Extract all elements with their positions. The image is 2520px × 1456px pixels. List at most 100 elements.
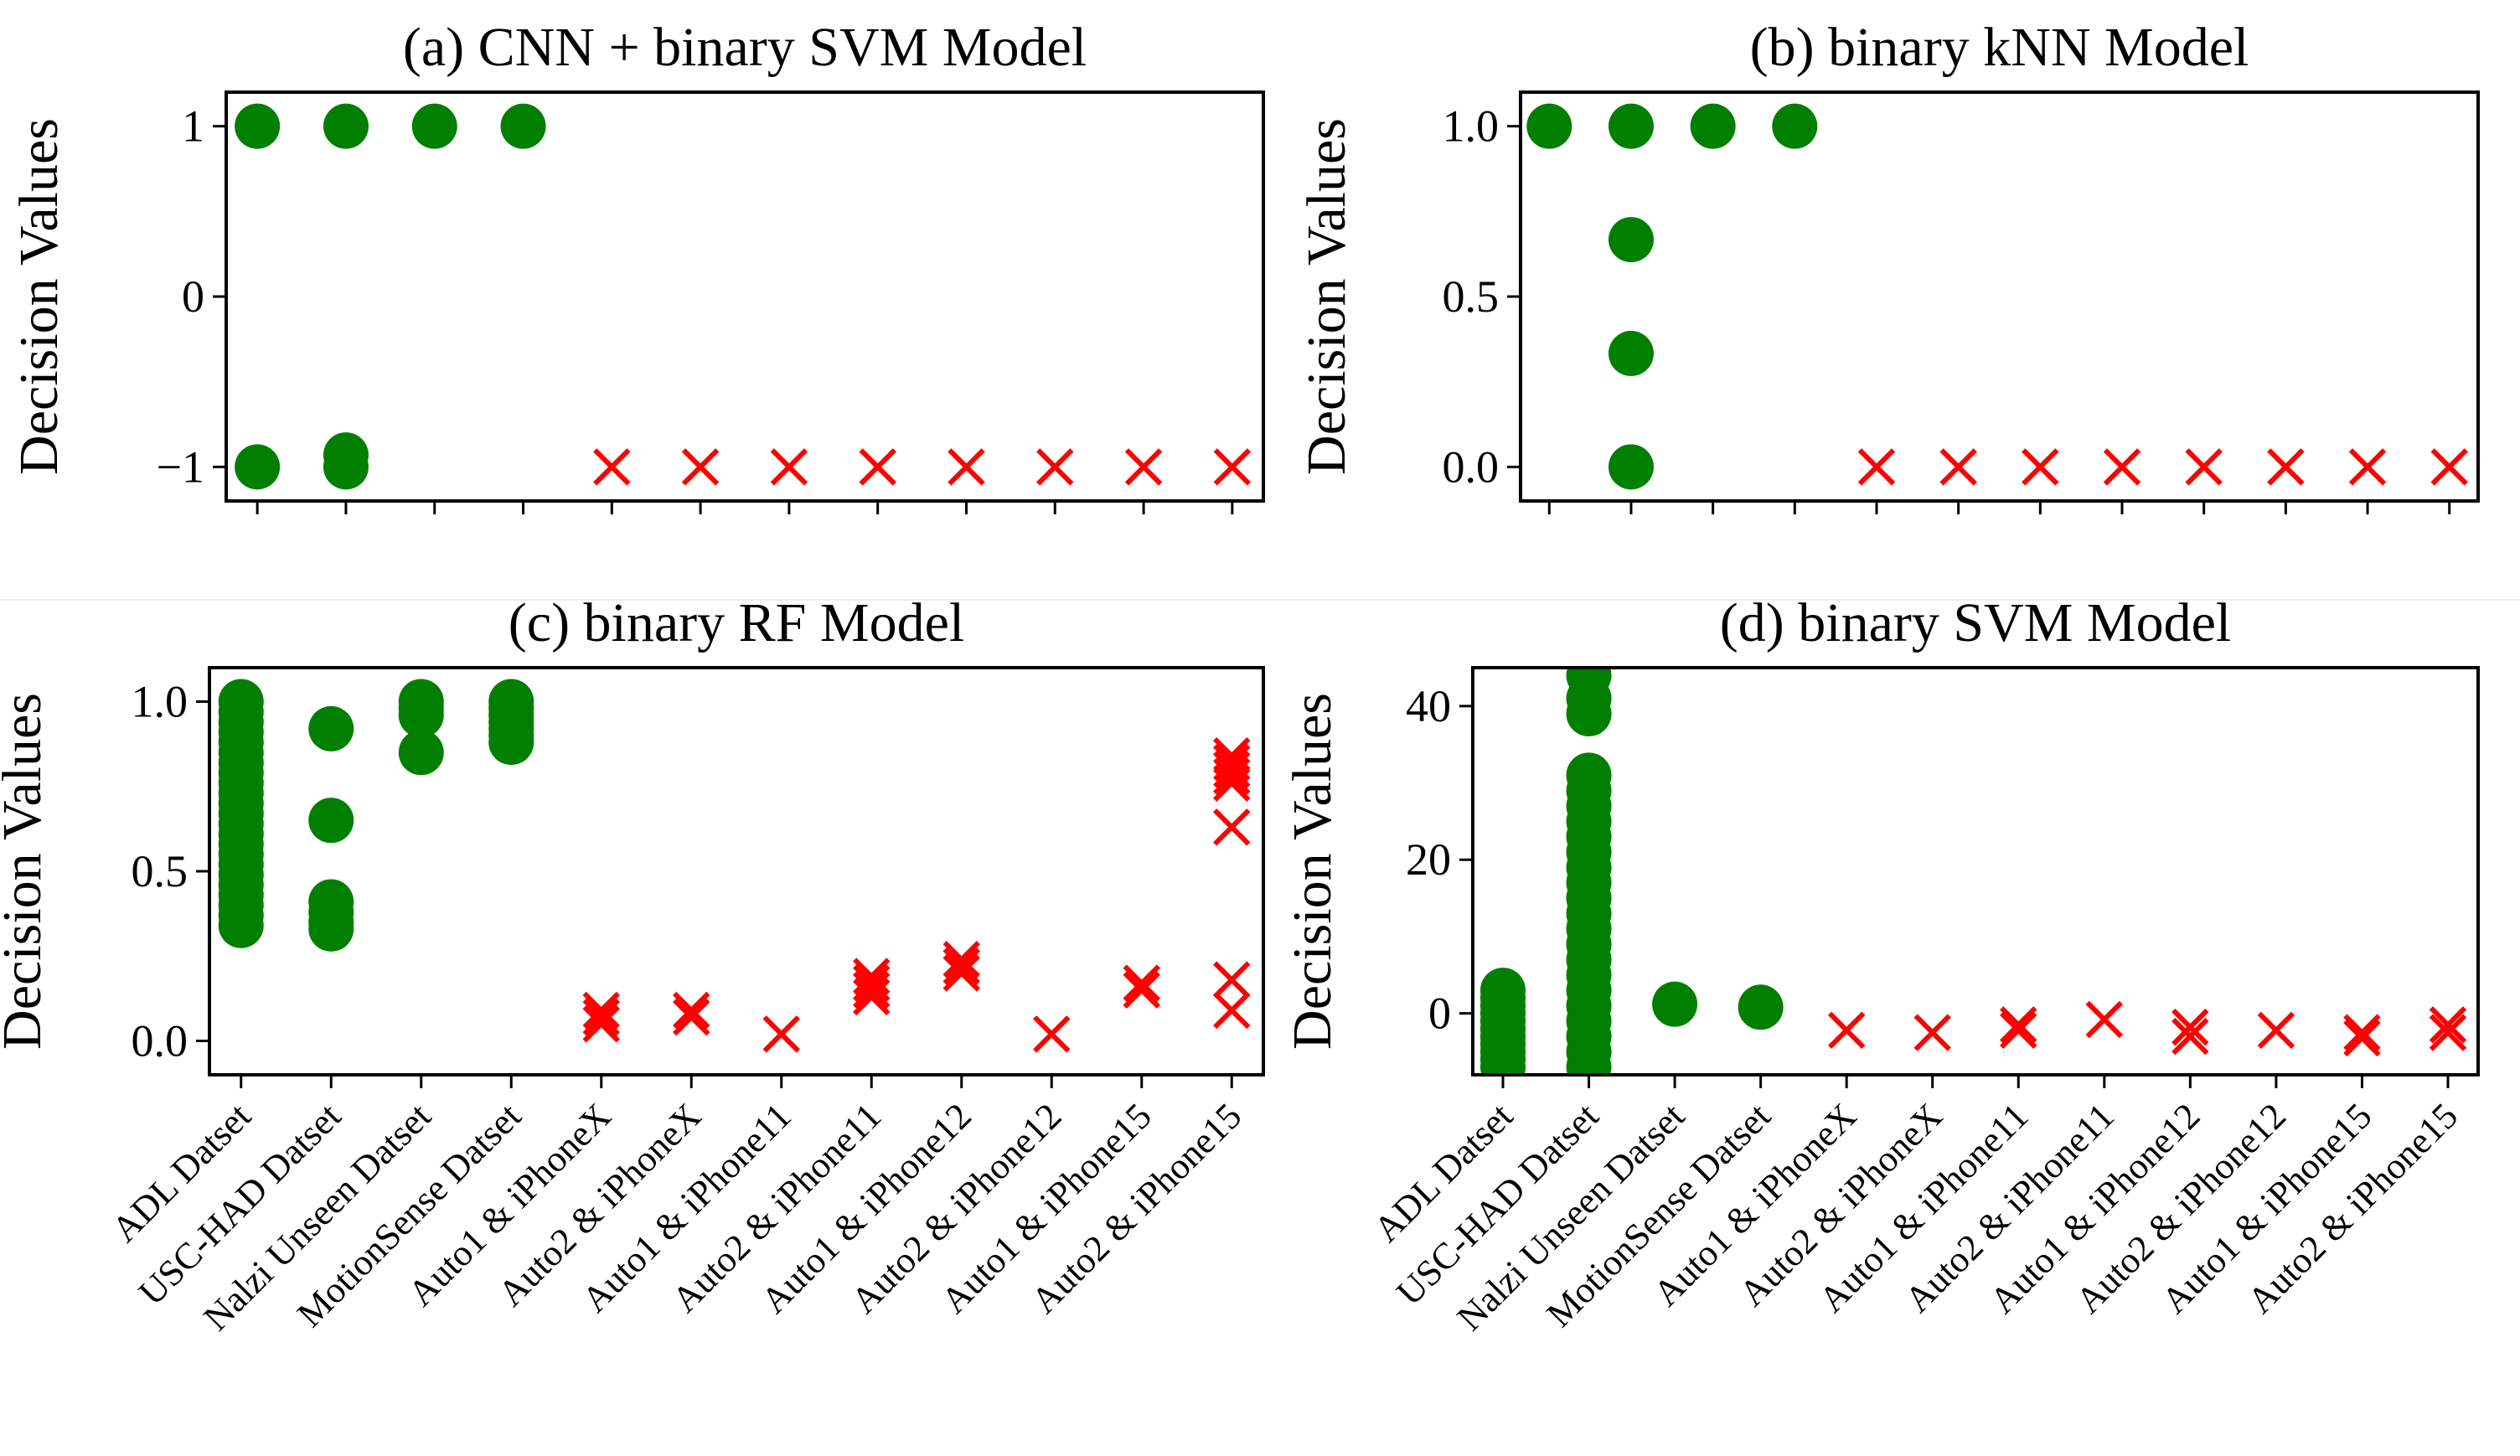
data-point xyxy=(1566,691,1612,737)
data-point xyxy=(2429,1006,2467,1044)
data-point xyxy=(2000,1006,2037,1044)
y-tick-label: 0.0 xyxy=(1443,441,1500,492)
data-point xyxy=(2267,448,2305,486)
chart-panel-c: (c) binary RF Model Decision Values 1.0 0.5… xyxy=(0,592,1265,1339)
data-point xyxy=(2343,1014,2381,1051)
plot-frame xyxy=(1519,90,2480,503)
plot-frame xyxy=(208,666,1265,1077)
data-point xyxy=(2000,1011,2037,1050)
data-point xyxy=(673,991,710,1030)
data-point xyxy=(853,978,891,1016)
data-marks xyxy=(218,679,1251,1053)
data-point xyxy=(1213,808,1251,846)
data-marks xyxy=(1526,103,2468,490)
data-point xyxy=(323,103,369,149)
data-point xyxy=(2171,1008,2209,1046)
data-point xyxy=(1652,981,1698,1027)
y-tick-label: 1.0 xyxy=(132,677,188,727)
y-tick-label: 0.0 xyxy=(132,1016,188,1066)
chart-title: (d) binary SVM Model xyxy=(1720,592,2231,653)
data-point xyxy=(2343,1019,2381,1057)
data-point xyxy=(398,692,444,738)
data-point xyxy=(673,998,710,1036)
data-point xyxy=(308,705,354,751)
data-point xyxy=(308,798,354,844)
y-axis-label: Decision Values xyxy=(0,693,53,1050)
data-point xyxy=(762,1015,800,1053)
y-tick-label: 1.0 xyxy=(1443,101,1500,152)
data-point xyxy=(488,720,534,766)
plot-frame xyxy=(225,90,1265,503)
y-tick-label: 0.5 xyxy=(132,846,188,896)
chart-panel-d: (d) binary SVM Model Decision Values 40 20 0… xyxy=(1282,592,2480,1339)
data-point xyxy=(1124,448,1163,486)
data-point xyxy=(1036,448,1074,486)
data-point xyxy=(1480,1044,1526,1075)
data-point xyxy=(942,954,980,992)
y-tick-label: 20 xyxy=(1406,834,1451,885)
data-point xyxy=(1526,103,1572,149)
data-point xyxy=(1913,1014,1951,1051)
data-point xyxy=(1608,444,1654,490)
data-point xyxy=(2185,448,2223,486)
data-point xyxy=(1213,448,1252,486)
data-point xyxy=(2429,1014,2467,1051)
y-tick-label: 1 xyxy=(182,101,204,152)
data-point xyxy=(859,448,896,486)
y-axis-label: Decision Values xyxy=(1296,118,1357,475)
y-tick-label: 40 xyxy=(1406,681,1451,731)
data-point xyxy=(593,448,631,486)
data-point xyxy=(308,906,354,952)
data-point xyxy=(942,947,980,985)
data-point xyxy=(1608,217,1654,263)
data-point xyxy=(681,448,720,486)
data-point xyxy=(942,941,980,978)
data-point xyxy=(2022,448,2059,486)
chart-title: (a) CNN + binary SVM Model xyxy=(403,17,1087,78)
data-point xyxy=(411,103,457,149)
chart-title: (b) binary kNN Model xyxy=(1750,17,2249,78)
data-point xyxy=(582,1005,620,1043)
data-marks xyxy=(1480,668,2467,1075)
data-point xyxy=(500,103,546,149)
y-tick-label: 0 xyxy=(1428,989,1451,1039)
data-point xyxy=(1738,984,1784,1030)
data-point xyxy=(1566,1044,1612,1075)
data-point xyxy=(1772,103,1818,149)
y-tick-label: 0 xyxy=(182,271,204,322)
data-point xyxy=(1123,971,1161,1009)
data-point xyxy=(582,998,620,1036)
data-point xyxy=(235,103,281,149)
data-point xyxy=(1690,103,1736,149)
data-point xyxy=(2430,448,2468,486)
data-point xyxy=(1939,448,1977,486)
data-point xyxy=(1213,757,1251,795)
data-point xyxy=(1608,330,1654,376)
data-point xyxy=(235,444,281,490)
data-point xyxy=(948,448,985,486)
data-point xyxy=(2171,1017,2209,1056)
y-axis-label: Decision Values xyxy=(8,118,70,475)
data-point xyxy=(323,444,369,490)
data-point xyxy=(853,964,891,1002)
data-point xyxy=(1608,103,1654,149)
data-point xyxy=(1857,448,1896,486)
data-point xyxy=(770,448,808,486)
chart-panel-a: (a) CNN + binary SVM Model Decision Value… xyxy=(8,17,1265,514)
data-point xyxy=(2348,448,2387,486)
data-point xyxy=(1033,1015,1071,1053)
data-point xyxy=(2085,1000,2124,1039)
data-point xyxy=(1123,964,1161,1002)
data-point xyxy=(218,902,264,948)
data-point xyxy=(582,991,620,1030)
data-point xyxy=(1213,764,1251,802)
y-tick-label: 0.5 xyxy=(1443,271,1500,322)
data-point xyxy=(1213,991,1251,1030)
plot-frame xyxy=(1471,666,2480,1077)
data-point xyxy=(2257,1011,2295,1050)
data-point xyxy=(1213,961,1251,999)
chart-title: (c) binary RF Model xyxy=(509,592,964,653)
data-point xyxy=(398,730,444,776)
chart-panel-b: (b) binary kNN Model Decision Values 1.0 0.… xyxy=(1296,17,2480,514)
